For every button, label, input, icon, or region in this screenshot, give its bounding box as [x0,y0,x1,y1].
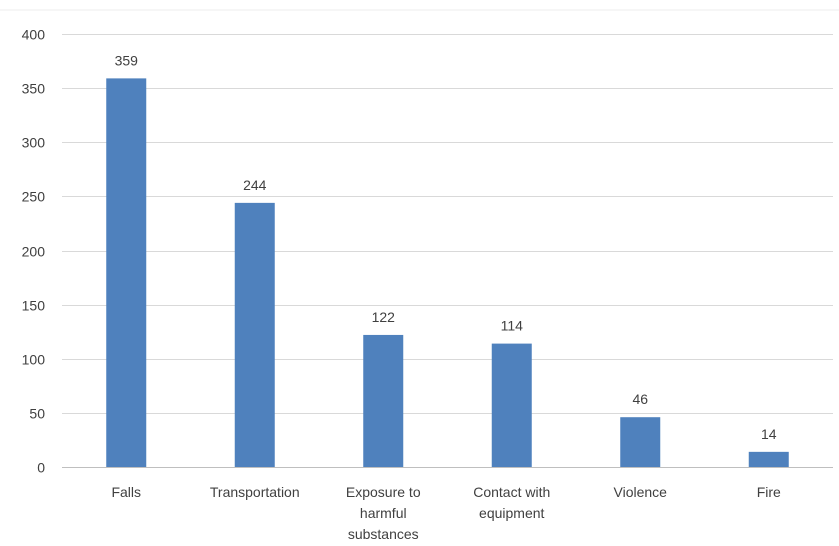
x-category-label: Transportation [210,484,300,500]
bars [106,78,789,467]
bar [363,334,404,467]
x-category-label: Fire [757,484,781,500]
x-category-label: Contact with equipment [473,484,550,521]
data-label: 122 [372,309,396,325]
data-label: 14 [761,426,777,442]
gridlines [0,9,839,468]
x-category-label: Falls [111,484,141,500]
y-tick-label: 0 [37,460,45,476]
data-label: 114 [501,318,524,334]
y-tick-label: 200 [22,244,46,260]
bar [234,202,275,467]
data-label: 359 [115,52,139,68]
data-label: 244 [243,177,267,193]
x-category-label: Violence [614,484,668,500]
data-label: 46 [632,391,648,407]
x-category-label: Exposure to harmful substances [346,484,421,542]
bar [748,451,789,467]
bar [106,78,147,467]
y-tick-label: 250 [22,189,46,205]
y-tick-label: 400 [22,27,46,43]
y-tick-label: 50 [29,406,45,422]
data-labels: 359 244 122 114 46 14 [115,52,777,441]
bar [491,343,532,467]
x-axis-category-labels: Falls Transportation Exposure to harmful sub… [111,484,781,542]
y-tick-label: 350 [22,81,46,97]
y-tick-label: 100 [22,352,46,368]
y-tick-label: 300 [22,135,46,151]
y-axis-tick-labels: 0 50 100 150 200 250 300 350 400 [22,27,46,476]
bar [620,417,661,467]
y-tick-label: 150 [22,298,46,314]
